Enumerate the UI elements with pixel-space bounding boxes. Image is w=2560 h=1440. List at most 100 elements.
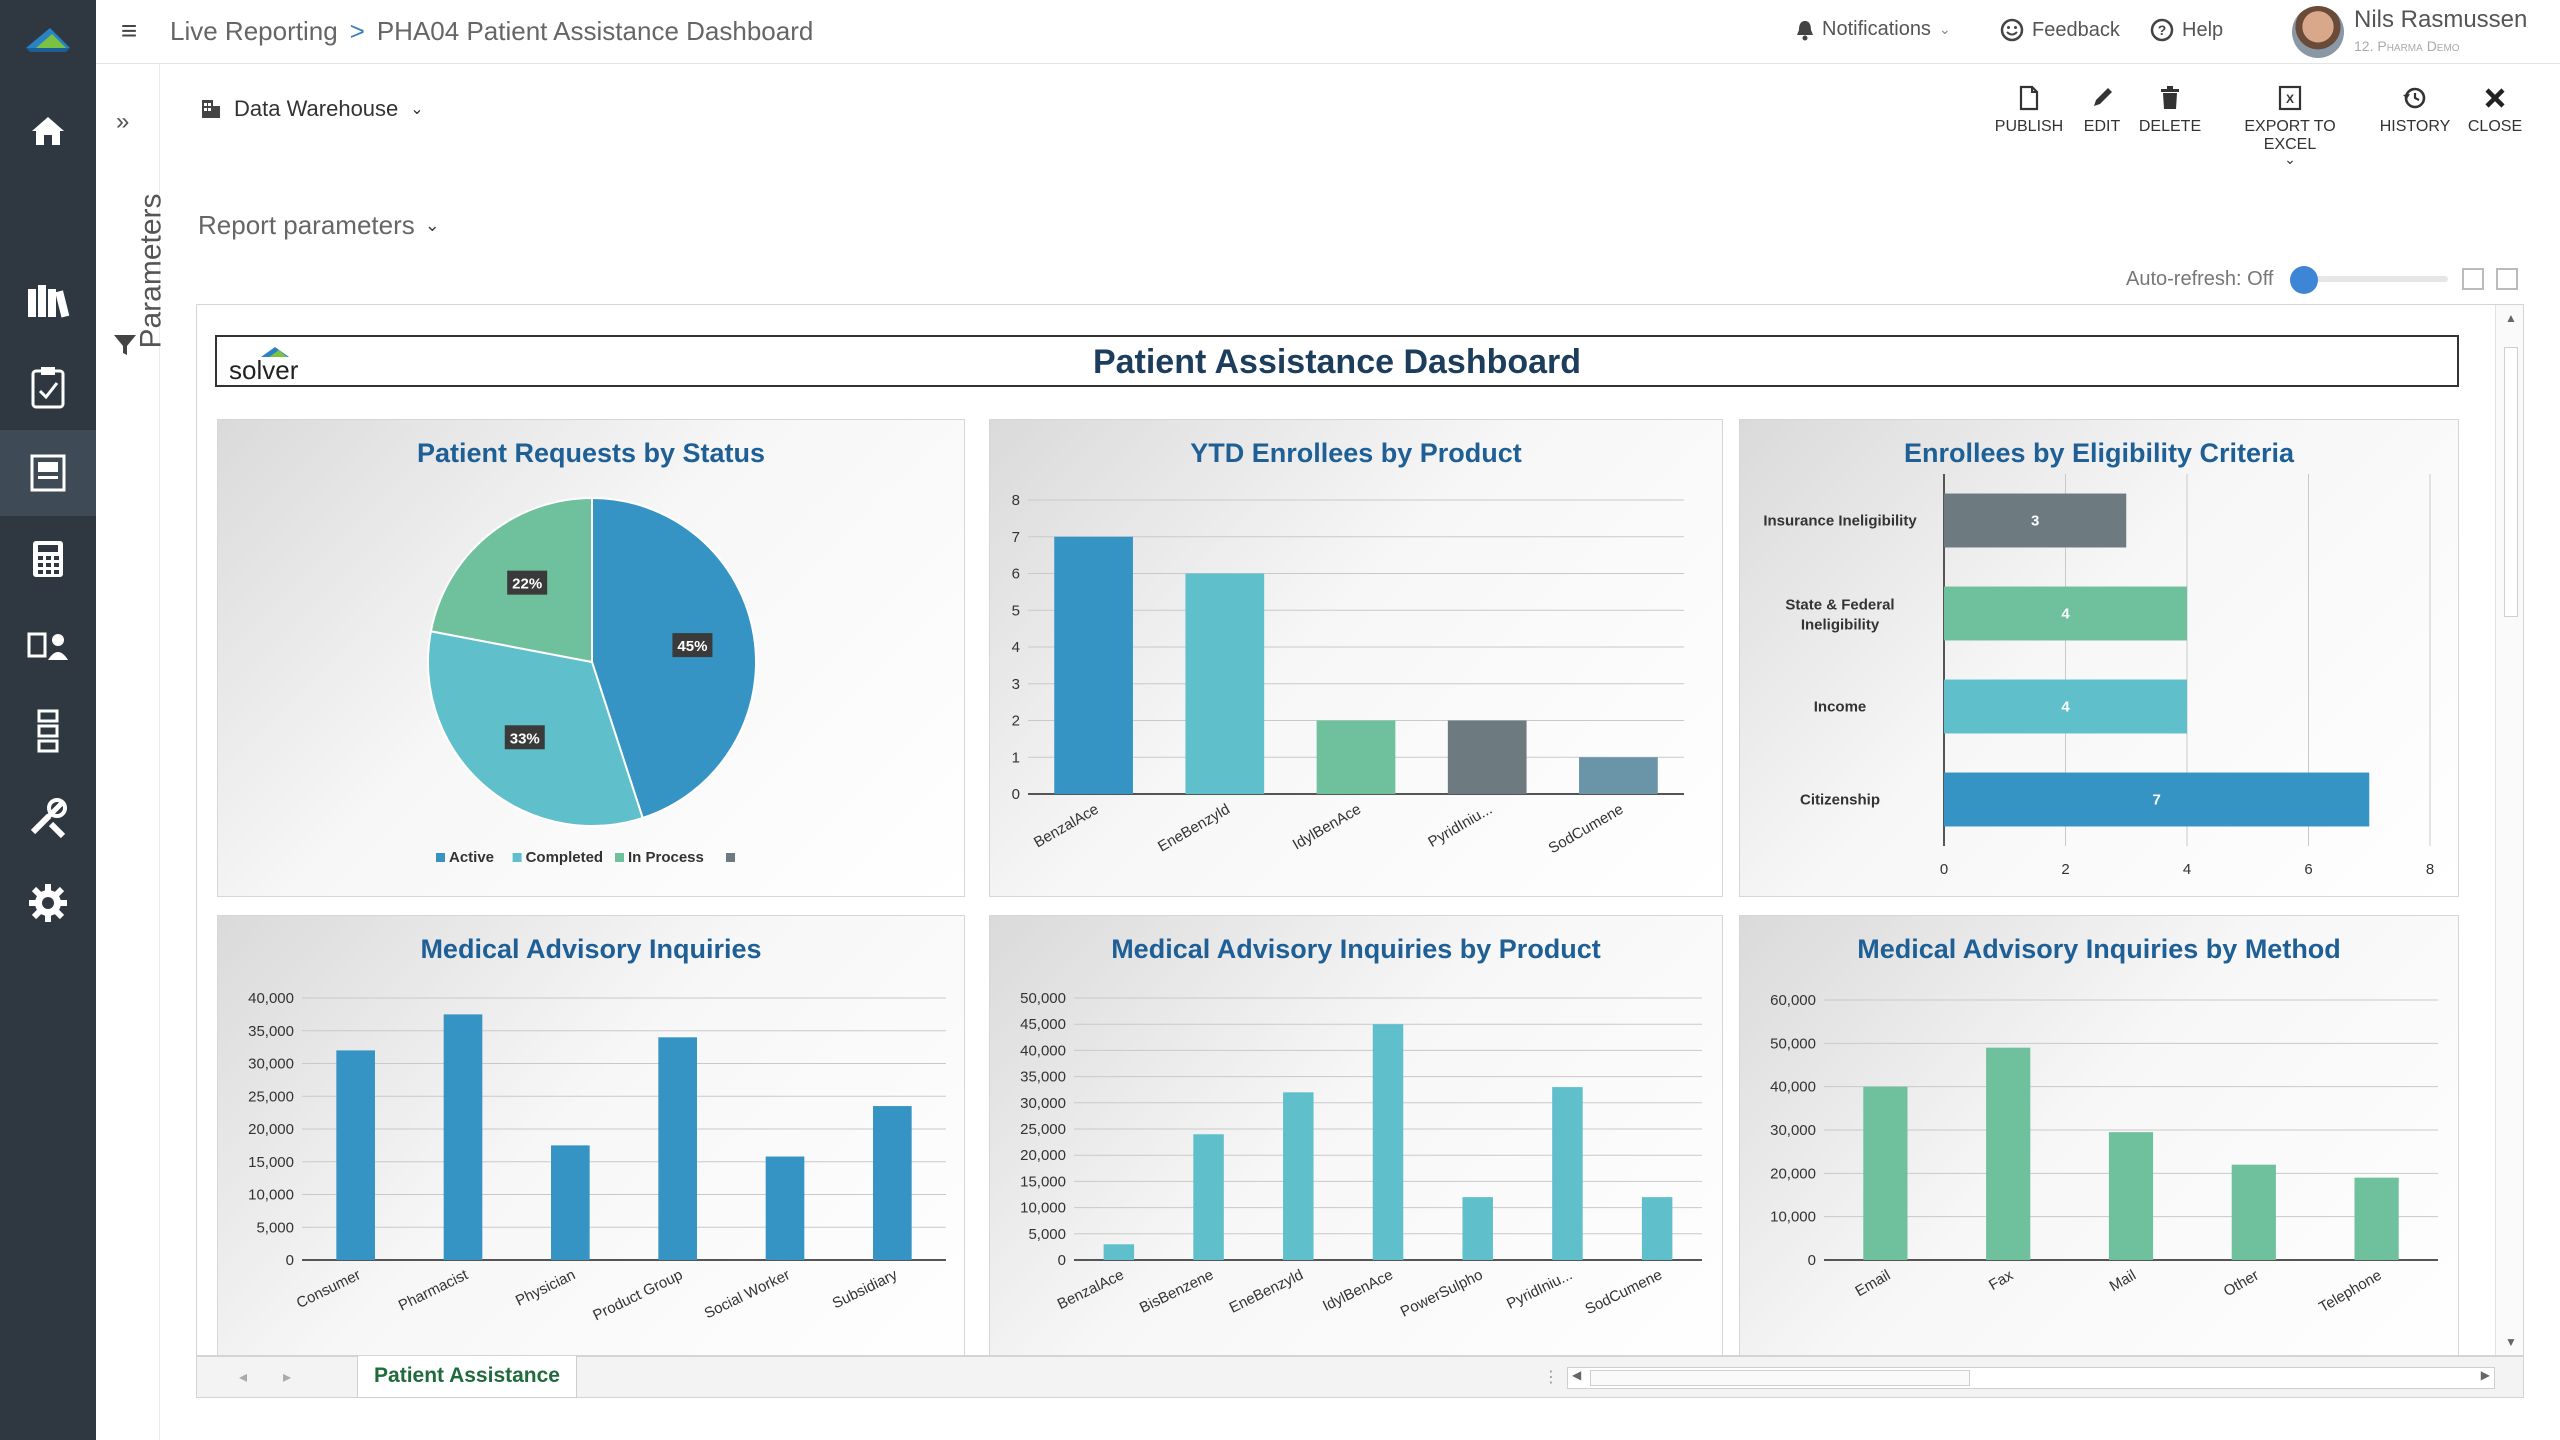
y-tick-label: 40,000 <box>1770 1079 1816 1096</box>
y-tick-label: 5,000 <box>256 1219 294 1236</box>
data-label: 4 <box>2061 606 2070 623</box>
expand-icon[interactable]: » <box>116 108 130 135</box>
nav-settings[interactable] <box>0 860 96 946</box>
scroll-right-icon[interactable]: ▶ <box>2480 1368 2490 1382</box>
y-tick-label: 5,000 <box>1028 1226 1066 1243</box>
bar <box>1193 1134 1224 1260</box>
bar <box>1462 1197 1493 1260</box>
x-tick-label: PyridIniu... <box>1425 801 1495 851</box>
scrollbar-thumb[interactable] <box>2504 347 2518 617</box>
y-tick-label: 20,000 <box>248 1121 294 1138</box>
chart-title: Enrollees by Eligibility Criteria <box>1903 438 2295 468</box>
parameters-label[interactable]: Parameters <box>134 193 168 349</box>
y-tick-label: 25,000 <box>248 1088 294 1105</box>
next-sheet-icon[interactable]: ▸ <box>283 1369 292 1386</box>
close-icon <box>2485 88 2505 108</box>
help-button[interactable]: ? Help <box>2150 18 2223 42</box>
hierarchy-icon <box>37 709 59 753</box>
legend-swatch <box>436 853 445 862</box>
y-tick-label: State & Federal <box>1785 597 1894 614</box>
nav-library[interactable] <box>0 258 96 344</box>
x-tick-label: Mail <box>2107 1267 2139 1295</box>
data-source-selector[interactable]: Data Warehouse ⌄ <box>200 96 424 122</box>
scroll-left-icon[interactable]: ◀ <box>1572 1368 1582 1382</box>
vertical-scrollbar[interactable]: ▲ ▼ <box>2495 305 2523 1355</box>
bar <box>658 1037 697 1260</box>
solver-logo-text: solver <box>229 355 299 383</box>
trash-icon <box>2161 86 2179 109</box>
filter-icon[interactable] <box>112 332 138 358</box>
feedback-button[interactable]: Feedback <box>2000 18 2120 42</box>
breadcrumb-root[interactable]: Live Reporting <box>170 16 338 46</box>
x-tick-label: PowerSulpho <box>1398 1266 1486 1320</box>
report-icon <box>30 454 66 492</box>
y-tick-label: Insurance Ineligibility <box>1763 513 1917 530</box>
y-tick-label: 30,000 <box>1770 1122 1816 1139</box>
notifications-button[interactable]: Notifications ⌄ <box>1796 18 1951 41</box>
export-to-excel-button[interactable]: X EXPORT TO EXCEL ⌄ <box>2216 78 2364 166</box>
nav-reports[interactable] <box>0 430 96 516</box>
expand-view-icon[interactable] <box>2462 268 2484 290</box>
auto-refresh-slider[interactable] <box>2290 266 2448 294</box>
previous-sheet-icon[interactable]: ◂ <box>239 1369 248 1386</box>
bar <box>1283 1092 1314 1260</box>
delete-button[interactable]: DELETE <box>2138 78 2202 136</box>
menu-icon[interactable]: ≡ <box>120 15 138 46</box>
nav-hierarchy[interactable] <box>0 688 96 774</box>
report-parameters-toggle[interactable]: Report parameters ⌄ <box>198 210 440 241</box>
bar <box>765 1156 805 1260</box>
publish-button[interactable]: PUBLISH <box>1994 78 2064 136</box>
chevron-down-icon: ⌄ <box>1938 21 1951 37</box>
avatar <box>2292 6 2344 58</box>
close-button[interactable]: CLOSE <box>2466 78 2524 136</box>
chart-panel-inquiries-product: Medical Advisory Inquiries by Product 0 5… <box>989 915 1723 1355</box>
nav-tasks[interactable] <box>0 344 96 430</box>
horizontal-scrollbar[interactable]: ◀ ▶ <box>1567 1367 2495 1389</box>
breadcrumb-separator: > <box>349 16 365 46</box>
close-label: CLOSE <box>2467 118 2523 135</box>
nav-home[interactable] <box>0 88 96 174</box>
y-tick-label: 45,000 <box>1020 1016 1066 1033</box>
bar <box>1641 1197 1673 1260</box>
clipboard-icon <box>31 367 65 409</box>
chart-title: Medical Advisory Inquiries by Method <box>1857 934 2341 964</box>
data-label: 33% <box>510 730 540 747</box>
splitter-icon[interactable]: ⋮ <box>1543 1369 1559 1386</box>
solver-logo-icon[interactable] <box>22 18 74 58</box>
x-tick-label: 8 <box>2426 861 2434 878</box>
chart-panel-requests-status: Patient Requests by Status 45% 33% 22% Acti… <box>217 419 965 897</box>
nav-tools[interactable] <box>0 774 96 860</box>
slider-knob[interactable] <box>2290 266 2318 294</box>
y-tick-label: 35,000 <box>248 1023 294 1040</box>
y-tick-label: 0 <box>286 1252 294 1269</box>
history-button[interactable]: HISTORY <box>2378 78 2452 136</box>
library-icon <box>28 285 70 318</box>
legend-swatch <box>512 853 522 862</box>
excel-icon: X <box>2278 85 2302 111</box>
data-label-box <box>672 633 713 658</box>
settings-icon <box>29 884 67 922</box>
document-icon <box>2019 85 2039 111</box>
bar <box>873 1106 912 1260</box>
y-tick-label: 7 <box>1012 529 1020 546</box>
edit-button[interactable]: EDIT <box>2078 78 2126 136</box>
scroll-down-icon[interactable]: ▼ <box>2505 1335 2517 1349</box>
calculator-icon <box>33 541 63 577</box>
y-tick-label: 50,000 <box>1770 1035 1816 1052</box>
y-tick-label: 1 <box>1012 749 1020 766</box>
y-tick-label: 60,000 <box>1770 992 1816 1009</box>
dashboard-title: Patient Assistance Dashboard <box>1092 343 1582 381</box>
y-tick-label: 6 <box>1012 566 1020 583</box>
scrollbar-thumb[interactable] <box>1590 1370 1970 1386</box>
scroll-up-icon[interactable]: ▲ <box>2505 311 2517 325</box>
nav-users[interactable] <box>0 602 96 688</box>
nav-planning[interactable] <box>0 516 96 602</box>
chart-title: YTD Enrollees by Product <box>1190 438 1522 468</box>
user-menu[interactable]: Nils Rasmussen 12. Pharma Demo <box>2292 4 2552 60</box>
y-tick-label: 50,000 <box>1020 990 1066 1007</box>
grid-view-icon[interactable] <box>2496 268 2518 290</box>
y-tick-label: 40,000 <box>1020 1042 1066 1059</box>
x-tick-label: Email <box>1852 1267 1893 1300</box>
sheet-tab-patient-assistance[interactable]: Patient Assistance <box>357 1356 577 1398</box>
history-icon <box>2403 87 2426 109</box>
